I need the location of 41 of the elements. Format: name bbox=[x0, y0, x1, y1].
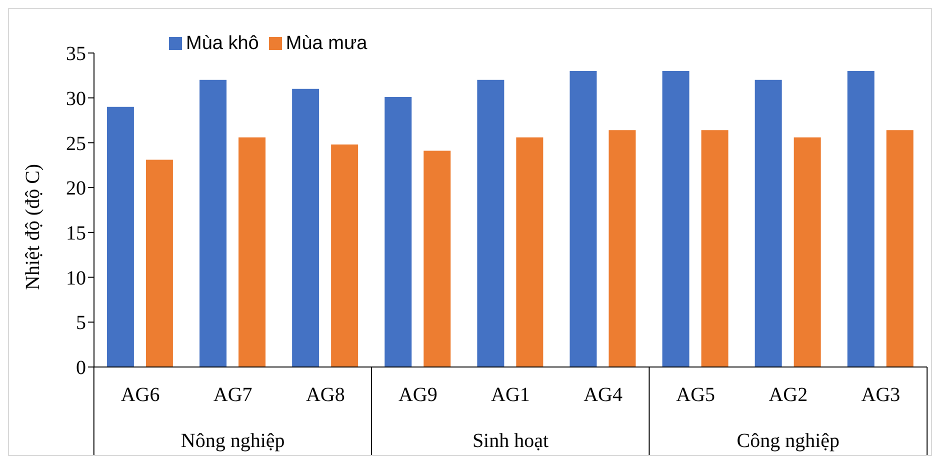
x-tick-label: AG9 bbox=[398, 384, 438, 406]
bar bbox=[477, 80, 504, 367]
y-tick-label: 0 bbox=[76, 357, 86, 380]
bar bbox=[200, 80, 227, 367]
x-tick-label: AG3 bbox=[861, 384, 900, 406]
bar bbox=[886, 130, 914, 367]
bar bbox=[106, 106, 134, 367]
bar bbox=[754, 80, 782, 367]
bar bbox=[794, 137, 821, 367]
legend-label: Mùa mưa bbox=[286, 33, 368, 54]
bar bbox=[662, 70, 690, 367]
bar bbox=[146, 160, 173, 367]
bar bbox=[384, 96, 412, 367]
bar bbox=[238, 137, 266, 367]
x-tick-label: AG7 bbox=[213, 384, 252, 406]
text: Công nghiệp bbox=[736, 430, 840, 452]
bar bbox=[331, 144, 358, 367]
y-tick-label: 20 bbox=[66, 178, 86, 200]
x-tick-label: AG8 bbox=[306, 384, 345, 406]
bar bbox=[424, 150, 451, 367]
y-tick-label: 15 bbox=[66, 222, 86, 245]
text: Sinh hoạt bbox=[472, 430, 549, 452]
bar bbox=[570, 70, 597, 367]
bar bbox=[292, 88, 320, 367]
x-tick-label: AG4 bbox=[584, 384, 622, 406]
bar bbox=[701, 130, 728, 367]
x-tick-label: AG2 bbox=[768, 384, 808, 406]
legend-label: Mùa khô bbox=[186, 33, 259, 54]
y-tick-label: 30 bbox=[66, 88, 86, 110]
y-tick-label: 5 bbox=[76, 312, 86, 334]
x-tick-label: AG5 bbox=[676, 384, 716, 406]
y-tick-label: 10 bbox=[66, 267, 86, 290]
bar bbox=[516, 137, 544, 367]
x-tick-label: AG6 bbox=[120, 384, 160, 406]
bar bbox=[608, 130, 636, 367]
bar bbox=[847, 70, 874, 367]
x-tick-label: AG1 bbox=[491, 384, 530, 406]
y-tick-label: 25 bbox=[66, 132, 86, 155]
y-tick-label: 35 bbox=[66, 43, 86, 66]
text: Nông nghiệp bbox=[180, 430, 285, 452]
y-axis-title: Nhiệt độ (độ C) bbox=[22, 164, 44, 290]
